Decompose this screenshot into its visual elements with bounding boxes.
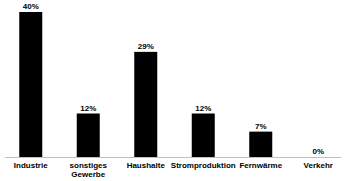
bar xyxy=(19,12,42,157)
bar xyxy=(192,114,215,158)
chart: 40% 12% 29% 12% 7% 0% Industrie sonstigesGewerb… xyxy=(0,0,348,181)
bars xyxy=(19,12,272,157)
category-label: sonstigesGewerbe xyxy=(70,161,108,179)
category-label: Haushalte xyxy=(127,161,166,170)
data-label: 29% xyxy=(138,42,154,51)
bar xyxy=(249,132,272,157)
x-axis xyxy=(5,157,341,158)
data-label: 12% xyxy=(195,104,211,113)
category-label: Industrie xyxy=(14,161,48,170)
bar xyxy=(307,157,330,158)
bar xyxy=(77,114,100,158)
data-label: 0% xyxy=(312,147,324,156)
data-label: 12% xyxy=(80,104,96,113)
category-label: Stromproduktion xyxy=(171,161,236,170)
bar xyxy=(134,52,157,157)
category-label: Verkehr xyxy=(304,161,333,170)
data-label: 7% xyxy=(255,122,267,131)
data-label: 40% xyxy=(23,2,39,11)
category-label: Fernwärme xyxy=(239,161,282,170)
